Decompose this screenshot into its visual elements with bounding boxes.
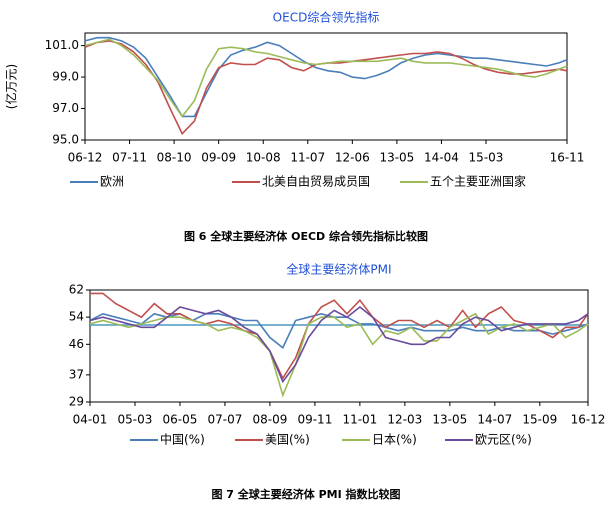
y-tick-label: 46 bbox=[69, 337, 84, 351]
legend-label: 欧洲 bbox=[100, 175, 124, 189]
plot-frame bbox=[89, 289, 589, 403]
y-tick-label: 97.0 bbox=[52, 101, 79, 115]
x-tick-label: 07-07 bbox=[208, 413, 243, 427]
x-tick-label: 12-06 bbox=[335, 151, 370, 165]
y-tick-label: 99.0 bbox=[52, 70, 79, 84]
legend-label: 中国(%) bbox=[160, 432, 205, 447]
y-axis-label: (亿万元) bbox=[4, 64, 19, 109]
legend-label: 北美自由贸易成员国 bbox=[262, 175, 370, 189]
series-line bbox=[84, 36, 568, 118]
x-tick-label: 11-01 bbox=[342, 413, 377, 427]
series-line bbox=[89, 312, 589, 398]
x-tick-label: 15-03 bbox=[469, 151, 504, 165]
y-tick-label: 62 bbox=[69, 283, 84, 297]
x-tick-label: 13-05 bbox=[379, 151, 414, 165]
y-tick-label: 29 bbox=[69, 395, 84, 409]
x-tick-label: 04-01 bbox=[73, 413, 108, 427]
chart-title: OECD综合领先指标 bbox=[273, 10, 380, 25]
x-tick-label: 14-07 bbox=[477, 413, 512, 427]
y-tick-label: 101.0 bbox=[45, 38, 79, 52]
legend-label: 欧元区(%) bbox=[475, 433, 532, 447]
x-tick-label: 08-09 bbox=[252, 413, 287, 427]
x-tick-label: 07-11 bbox=[112, 151, 147, 165]
caption: 图 6 全球主要经济体 OECD 综合领先指标比较图 bbox=[184, 229, 428, 243]
y-tick-label: 95.0 bbox=[52, 133, 79, 147]
x-tick-label: 12-03 bbox=[387, 413, 422, 427]
legend-label: 美国(%) bbox=[265, 433, 310, 447]
x-tick-label: 08-10 bbox=[157, 151, 192, 165]
plot-frame bbox=[84, 32, 568, 141]
x-tick-label: 15-09 bbox=[522, 413, 557, 427]
series-line bbox=[90, 292, 589, 380]
series-line bbox=[84, 40, 568, 136]
x-tick-label: 06-05 bbox=[163, 413, 198, 427]
legend-label: 五个主要亚洲国家 bbox=[430, 174, 526, 189]
y-tick-label: 54 bbox=[69, 310, 84, 324]
y-tick-label: 37 bbox=[69, 367, 84, 381]
x-tick-label: 05-03 bbox=[118, 413, 153, 427]
x-tick-label: 06-12 bbox=[68, 151, 103, 165]
x-tick-label: 09-09 bbox=[201, 151, 236, 165]
caption: 图 7 全球主要经济体 PMI 指数比较图 bbox=[211, 487, 400, 501]
x-tick-label: 13-05 bbox=[432, 413, 467, 427]
series-line bbox=[84, 38, 568, 118]
x-tick-label: 11-07 bbox=[290, 151, 325, 165]
x-tick-label: 10-08 bbox=[246, 151, 281, 165]
x-tick-label: 16-12 bbox=[571, 413, 606, 427]
x-tick-label: 14-04 bbox=[424, 151, 459, 165]
chart-title: 全球主要经济体PMI bbox=[286, 262, 391, 277]
x-tick-label: 16-11 bbox=[550, 151, 585, 165]
legend-label: 日本(%) bbox=[372, 433, 417, 447]
x-tick-label: 09-11 bbox=[297, 413, 332, 427]
series-line bbox=[89, 305, 589, 384]
